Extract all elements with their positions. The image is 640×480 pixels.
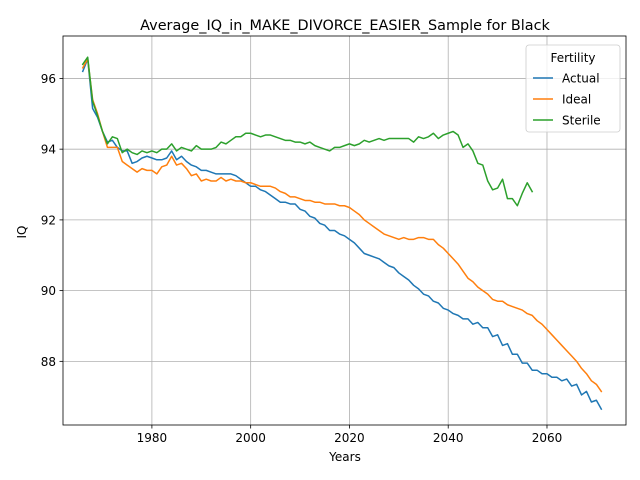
x-tick-label: 2060 [532,431,563,445]
x-tick-label: 2040 [433,431,464,445]
series-line-sterile [81,56,534,207]
legend-box [525,44,621,133]
legend-entries: Actual Ideal Sterile [533,72,601,128]
plot-frame [62,35,627,426]
legend-label-ideal: Ideal [562,93,591,107]
series-line-actual [81,58,603,411]
x-axis-label: Years [328,450,361,464]
y-axis-label: IQ [15,226,29,239]
x-tick-label: 1980 [137,431,168,445]
x-tick-label: 2000 [235,431,266,445]
y-tick-label: 96 [41,72,56,86]
x-tick-label: 2020 [334,431,365,445]
legend: Fertility Actual Ideal Sterile [525,44,621,133]
y-tick-label: 94 [41,143,56,157]
y-tick-label: 90 [41,284,56,298]
series-line-ideal [81,58,603,393]
y-tick-label: 88 [41,355,56,369]
y-tick-label: 92 [41,213,56,227]
series-layer [81,56,603,411]
legend-label-sterile: Sterile [562,114,601,128]
legend-title: Fertility [550,51,595,65]
x-axis-ticks: 1980 2000 2020 2040 2060 [137,425,563,445]
chart-title: Average_IQ_in_MAKE_DIVORCE_EASIER_Sample… [140,18,550,34]
legend-label-actual: Actual [562,72,600,86]
y-axis-ticks: 88 90 92 94 96 [41,72,63,369]
